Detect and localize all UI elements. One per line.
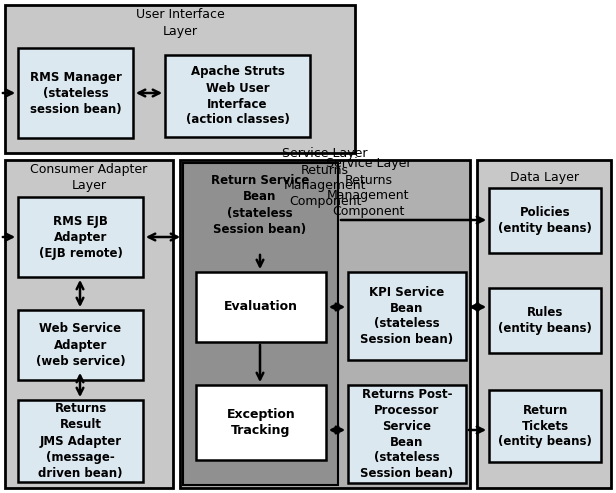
Text: Exception
Tracking: Exception Tracking xyxy=(227,408,296,437)
Text: Web Service
Adapter
(web service): Web Service Adapter (web service) xyxy=(36,322,125,367)
Bar xyxy=(18,48,133,138)
Text: KPI Service
Bean
(stateless
Session bean): KPI Service Bean (stateless Session bean… xyxy=(360,285,453,347)
Bar xyxy=(489,188,601,253)
Bar xyxy=(5,5,355,153)
Text: Evaluation: Evaluation xyxy=(224,301,298,314)
Bar xyxy=(196,385,326,460)
Bar xyxy=(180,160,470,488)
Text: Data Layer: Data Layer xyxy=(509,172,578,184)
Bar xyxy=(183,163,338,485)
Bar xyxy=(489,288,601,353)
Bar xyxy=(18,400,143,482)
Text: Returns
Result
JMS Adapter
(message-
driven bean): Returns Result JMS Adapter (message- dri… xyxy=(38,402,123,480)
Bar xyxy=(477,160,611,488)
Bar xyxy=(348,272,466,360)
Text: Return Service
Bean
(stateless
Session bean): Return Service Bean (stateless Session b… xyxy=(211,175,309,236)
Bar xyxy=(348,385,466,483)
Bar xyxy=(196,272,326,342)
Bar xyxy=(5,160,173,488)
Bar xyxy=(18,310,143,380)
Text: Returns Post-
Processor
Service
Bean
(stateless
Session bean): Returns Post- Processor Service Bean (st… xyxy=(360,387,453,481)
Bar xyxy=(18,197,143,277)
Text: User Interface
Layer: User Interface Layer xyxy=(136,8,224,37)
Text: Service Layer
Returns
Management
Component: Service Layer Returns Management Compone… xyxy=(282,147,368,209)
Bar xyxy=(165,55,310,137)
Bar xyxy=(489,390,601,462)
Text: Policies
(entity beans): Policies (entity beans) xyxy=(498,206,592,235)
Text: Consumer Adapter
Layer: Consumer Adapter Layer xyxy=(30,164,148,192)
Text: Apache Struts
Web User
Interface
(action classes): Apache Struts Web User Interface (action… xyxy=(185,66,290,127)
Text: Service Layer
Returns
Management
Component: Service Layer Returns Management Compone… xyxy=(326,157,411,218)
Text: Rules
(entity beans): Rules (entity beans) xyxy=(498,306,592,335)
Text: Return
Tickets
(entity beans): Return Tickets (entity beans) xyxy=(498,403,592,449)
Text: RMS Manager
(stateless
session bean): RMS Manager (stateless session bean) xyxy=(30,70,121,115)
Text: RMS EJB
Adapter
(EJB remote): RMS EJB Adapter (EJB remote) xyxy=(39,214,123,259)
